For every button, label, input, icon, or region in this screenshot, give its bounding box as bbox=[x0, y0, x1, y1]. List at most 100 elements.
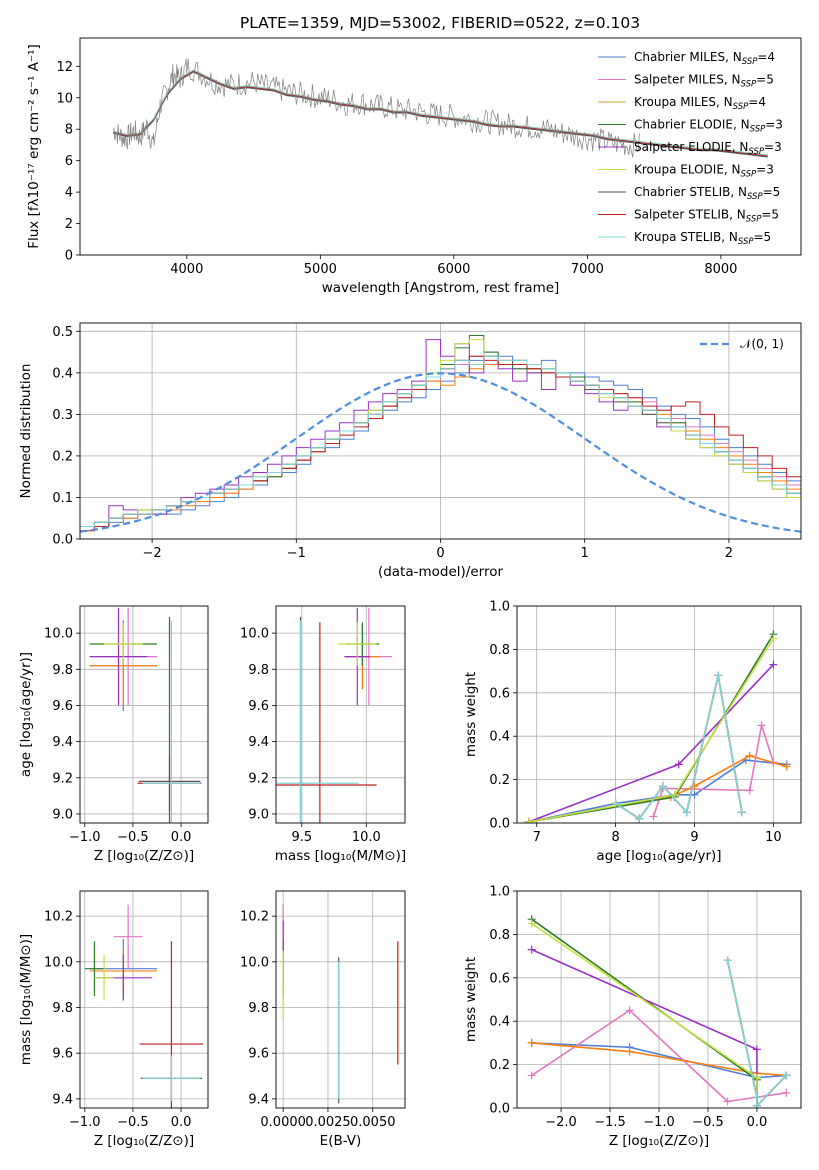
ebv-vs-mass-ytick-label: 10.0 bbox=[240, 955, 269, 970]
normal-legend-label: 𝒩(0, 1) bbox=[740, 337, 784, 351]
weight-marker bbox=[682, 808, 691, 817]
mass-weight-vs-age-ytick-label: 0.4 bbox=[489, 730, 510, 745]
weight-marker bbox=[690, 790, 699, 799]
weight-line bbox=[615, 675, 743, 820]
spectrum-legend: Chabrier MILES, NSSP=4 Salpeter MILES, NS… bbox=[598, 50, 783, 247]
mass-weight-vs-age-panel: 7 8 9 10 0.0 0.2 0.4 0.6 0.8 1.0 age [log₁₀(age/yr… bbox=[463, 600, 802, 864]
residuals-xlabel: (data-model)/error bbox=[378, 564, 504, 580]
residuals-ytick-label: 0.5 bbox=[52, 325, 73, 340]
mass-vs-age-ytick-label: 10.0 bbox=[240, 627, 269, 642]
weight-marker bbox=[752, 1093, 761, 1102]
mass-vs-age-plot-area bbox=[276, 606, 405, 823]
mass-weight-vs-age-xtick-label: 10 bbox=[765, 830, 782, 845]
mass-weight-vs-z-xlabel: Z [log₁₀(Z/Z⊙)] bbox=[609, 1133, 709, 1149]
legend-entry: Kroupa MILES, NSSP=4 bbox=[634, 95, 766, 112]
mass-weight-vs-z-xtick-label: −1.0 bbox=[643, 1115, 675, 1130]
mass-weight-vs-z-ytick-label: 1.0 bbox=[489, 885, 510, 900]
spectrum-xtick-label: 8000 bbox=[704, 262, 737, 277]
ebv-vs-mass-ytick-label: 9.4 bbox=[248, 1092, 269, 1107]
z-vs-age-panel: −1.0 −0.5 0.0 9.0 9.2 9.4 9.6 9.8 10.0 Z [log₁₀(Z… bbox=[18, 605, 209, 864]
spectrum-xlabel: wavelength [Angstrom, rest frame] bbox=[322, 280, 560, 296]
weight-marker bbox=[737, 808, 746, 817]
mass-vs-age-ytick-label: 9.4 bbox=[248, 735, 269, 750]
weight-marker bbox=[782, 762, 791, 771]
weight-marker bbox=[611, 799, 620, 808]
z-vs-mass-ytick-label: 10.2 bbox=[44, 910, 73, 925]
z-vs-age-ytick-label: 9.2 bbox=[52, 771, 73, 786]
weight-marker bbox=[782, 1071, 791, 1080]
mass-weight-vs-age-ylabel: mass weight bbox=[463, 672, 479, 757]
spectrum-xtick-label: 5000 bbox=[304, 262, 337, 277]
mass-weight-vs-age-axes-frame bbox=[516, 605, 802, 824]
spectrum-plot-area bbox=[113, 58, 768, 158]
errorbar-point bbox=[139, 941, 204, 1108]
mass-weight-vs-z-ytick-label: 0.8 bbox=[489, 928, 510, 943]
z-vs-mass-ytick-label: 10.0 bbox=[44, 955, 73, 970]
residuals-ytick-label: 0.2 bbox=[52, 449, 73, 464]
weight-marker bbox=[723, 956, 732, 965]
weight-series bbox=[527, 919, 761, 1108]
z-vs-mass-ytick-label: 9.4 bbox=[52, 1092, 73, 1107]
legend-entry: Salpeter STELIB, NSSP=5 bbox=[634, 208, 779, 225]
z-vs-mass-xtick-label: −1.0 bbox=[69, 1115, 101, 1130]
residuals-ytick-label: 0.4 bbox=[52, 366, 73, 381]
weight-marker bbox=[625, 1006, 634, 1015]
legend-entry: Chabrier MILES, NSSP=4 bbox=[634, 50, 775, 67]
spectrum-xtick-label: 6000 bbox=[437, 262, 470, 277]
z-vs-age-xtick-label: −1.0 bbox=[69, 830, 101, 845]
mass-weight-vs-age-ytick-label: 1.0 bbox=[489, 600, 510, 615]
mass-weight-vs-z-ytick-label: 0.0 bbox=[489, 1102, 510, 1117]
mass-vs-age-ytick-label: 9.2 bbox=[248, 771, 269, 786]
spectrum-xtick-label: 7000 bbox=[571, 262, 604, 277]
mass-weight-vs-age-xtick-label: 8 bbox=[611, 830, 619, 845]
mass-vs-age-ytick-label: 9.6 bbox=[248, 699, 269, 714]
z-vs-mass-xtick-label: −0.5 bbox=[117, 1115, 149, 1130]
mass-weight-vs-z-plot-area bbox=[517, 891, 801, 1108]
weight-series bbox=[611, 671, 746, 823]
weight-series bbox=[524, 634, 778, 823]
mass-weight-vs-age-ytick-label: 0.0 bbox=[489, 817, 510, 832]
weight-marker bbox=[625, 1047, 634, 1056]
ebv-vs-mass-axes-frame bbox=[275, 890, 406, 1109]
residuals-panel: −2 −1 0 1 2 0.0 0.1 0.2 0.3 0.4 0.5 (data-model)/er… bbox=[18, 322, 802, 580]
spectrum-ytick-label: 2 bbox=[65, 217, 73, 232]
z-vs-age-axes-frame bbox=[79, 605, 209, 824]
weight-marker bbox=[527, 1038, 536, 1047]
mass-vs-age-xlabel: mass [log₁₀(M/M⊙)] bbox=[275, 848, 406, 864]
z-vs-age-ytick-label: 9.8 bbox=[52, 663, 73, 678]
spectrum-model-line bbox=[113, 69, 768, 156]
legend-entry: Salpeter ELODIE, NSSP=3 bbox=[634, 140, 782, 157]
weight-series bbox=[611, 671, 746, 823]
z-vs-mass-ytick-label: 9.8 bbox=[52, 1001, 73, 1016]
z-vs-mass-plot-area bbox=[80, 891, 208, 1108]
weight-series bbox=[611, 671, 746, 823]
spectrum-axes-frame bbox=[79, 37, 802, 256]
ebv-vs-mass-ytick-label: 9.8 bbox=[248, 1001, 269, 1016]
mass-weight-vs-z-panel: −2.0 −1.5 −1.0 −0.5 0.0 0.0 0.2 0.4 0.6 0.8 1.0 Z [… bbox=[463, 885, 802, 1149]
z-vs-mass-ylabel: mass [log₁₀(M/M⊙)] bbox=[18, 934, 34, 1065]
mass-weight-vs-z-xtick-label: −2.0 bbox=[545, 1115, 577, 1130]
errorbar-point bbox=[89, 607, 148, 706]
legend-entry: Kroupa STELIB, NSSP=5 bbox=[634, 230, 771, 247]
z-vs-age-xtick-label: −0.5 bbox=[117, 830, 149, 845]
legend-entry: Kroupa ELODIE, NSSP=3 bbox=[634, 163, 774, 180]
z-vs-mass-axes-frame bbox=[79, 890, 209, 1109]
errorbar-point bbox=[113, 904, 143, 969]
observed-spectrum-line bbox=[113, 58, 640, 158]
weight-marker bbox=[527, 945, 536, 954]
ebv-vs-mass-xlabel: E(B-V) bbox=[320, 1133, 362, 1149]
weight-marker bbox=[674, 760, 683, 769]
weight-marker bbox=[757, 721, 766, 730]
errorbar-point bbox=[94, 954, 114, 1001]
residuals-xtick-label: −1 bbox=[287, 546, 306, 561]
weight-line bbox=[528, 754, 788, 823]
mass-weight-vs-age-ytick-label: 0.6 bbox=[489, 686, 510, 701]
mass-vs-age-ytick-label: 9.8 bbox=[248, 663, 269, 678]
spectrum-model-line bbox=[113, 70, 768, 157]
mass-vs-age-axes-frame bbox=[275, 605, 406, 824]
z-vs-mass-ytick-label: 9.6 bbox=[52, 1047, 73, 1062]
errorbar-point bbox=[337, 622, 377, 666]
mass-weight-vs-z-xtick-label: −0.5 bbox=[692, 1115, 724, 1130]
weight-line bbox=[528, 633, 775, 823]
